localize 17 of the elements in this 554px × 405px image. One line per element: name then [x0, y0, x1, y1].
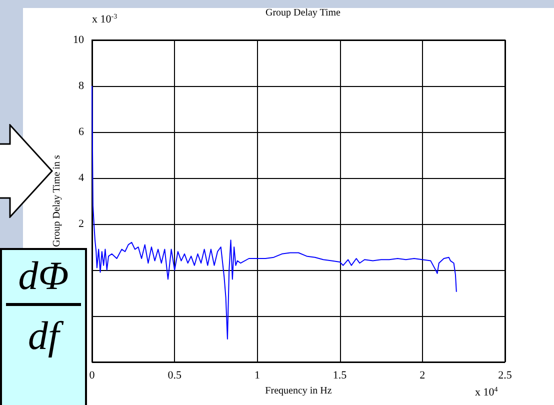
text: df	[26, 312, 65, 359]
y-tick-label: 2	[78, 218, 84, 230]
y-tick-label: 10	[73, 34, 84, 46]
y-tick-label: 8	[78, 80, 84, 92]
y-tick-label: 6	[78, 126, 84, 138]
y-tick-label: 4	[78, 172, 84, 184]
line-series	[92, 86, 457, 340]
x-tick-label: 2	[420, 370, 426, 382]
x-tick-label: 0.5	[168, 370, 182, 382]
x-tick-label: 0	[89, 370, 96, 382]
x-tick-label: 1	[254, 370, 260, 382]
x-tick-label: 2.5	[498, 370, 512, 382]
chart-title: Group Delay Time	[266, 8, 342, 18]
x-tick-label: 1.5	[332, 370, 348, 382]
x-axis-title: Frequency in Hz	[265, 385, 332, 396]
text: dΦ	[6, 252, 81, 306]
y-axis-title: Group Delay Time in s	[52, 155, 63, 247]
